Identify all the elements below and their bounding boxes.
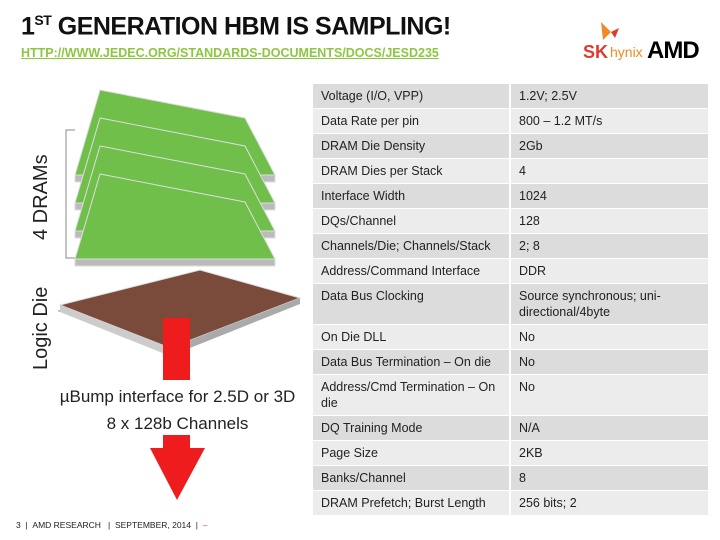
spec-value: 256 bits; 2 <box>510 490 708 516</box>
table-row: Address/Command Interface DDR <box>313 258 708 284</box>
logic-die-label: Logic Die <box>30 286 52 370</box>
hynix-butterfly-icon <box>601 22 619 40</box>
table-row: DQs/Channel 128 <box>313 208 708 234</box>
table-row: Address/Cmd Termination – On die No <box>313 374 708 416</box>
spec-name: Data Bus Clocking <box>313 283 511 325</box>
caption-channels: 8 x 128b Channels <box>106 414 249 433</box>
dram-die <box>74 173 276 267</box>
spec-value: 2KB <box>510 440 708 466</box>
spec-name: Data Bus Termination – On die <box>313 349 511 375</box>
table-row: Channels/Die; Channels/Stack 2; 8 <box>313 233 708 259</box>
sep: | <box>25 520 28 530</box>
spec-value: DDR <box>510 258 708 284</box>
dram-label: 4 DRAMs <box>30 154 52 240</box>
table-row: Interface Width 1024 <box>313 183 708 209</box>
dram-bracket <box>58 129 75 312</box>
sep: | <box>195 520 198 530</box>
table-row: Data Rate per pin 800 – 1.2 MT/s <box>313 108 708 134</box>
logic-die <box>58 269 302 356</box>
footer-date: SEPTEMBER, 2014 <box>114 520 192 530</box>
table-row: Data Bus Clocking Source synchronous; uni… <box>313 283 708 325</box>
spec-value: N/A <box>510 415 708 441</box>
spec-name: Voltage (I/O, VPP) <box>313 84 511 109</box>
spec-name: Interface Width <box>313 183 511 209</box>
spec-value: 2; 8 <box>510 233 708 259</box>
logo-amd: AMD <box>647 37 700 64</box>
spec-value: 1.2V; 2.5V <box>510 84 708 109</box>
interface-arrow-head <box>150 448 205 500</box>
spec-name: On Die DLL <box>313 324 511 350</box>
table-row: Data Bus Termination – On die No <box>313 349 708 375</box>
logo-hynix: hynix <box>610 44 643 60</box>
table-row: Page Size 2KB <box>313 440 708 466</box>
spec-name: Banks/Channel <box>313 465 511 491</box>
spec-name: DRAM Dies per Stack <box>313 158 511 184</box>
spec-value: 4 <box>510 158 708 184</box>
interface-arrow-shaft <box>163 318 190 380</box>
table-row: On Die DLL No <box>313 324 708 350</box>
spec-value: 1024 <box>510 183 708 209</box>
spec-name: DQ Training Mode <box>313 415 511 441</box>
page-number: 3 <box>16 520 21 530</box>
logo-sk: SK <box>583 42 609 62</box>
hbm-stack-diagram <box>58 89 302 500</box>
spec-value: 8 <box>510 465 708 491</box>
spec-value: 2Gb <box>510 133 708 159</box>
table-row: DQ Training Mode N/A <box>313 415 708 441</box>
spec-value: No <box>510 374 708 416</box>
spec-name: Page Size <box>313 440 511 466</box>
table-row: Voltage (I/O, VPP) 1.2V; 2.5V <box>313 84 708 109</box>
sep: | <box>108 520 111 530</box>
hbm-spec-table: Voltage (I/O, VPP) 1.2V; 2.5V Data Rate pe… <box>313 84 708 516</box>
jedec-link[interactable]: HTTP://WWW.JEDEC.ORG/STANDARDS-DOCUMENTS… <box>21 46 439 60</box>
spec-name: Address/Command Interface <box>313 258 511 284</box>
spec-value: 128 <box>510 208 708 234</box>
spec-name: Data Rate per pin <box>313 108 511 134</box>
footer-dash: – <box>202 520 208 530</box>
spec-name: DQs/Channel <box>313 208 511 234</box>
caption-bump-interface: µBump interface for 2.5D or 3D <box>59 387 296 406</box>
table-row: Banks/Channel 8 <box>313 465 708 491</box>
spec-name: Address/Cmd Termination – On die <box>313 374 511 416</box>
page-title: 1ST GENERATION HBM IS SAMPLING! <box>21 12 451 41</box>
spec-value: 800 – 1.2 MT/s <box>510 108 708 134</box>
spec-name: DRAM Prefetch; Burst Length <box>313 490 511 516</box>
spec-value: No <box>510 349 708 375</box>
table-row: DRAM Die Density 2Gb <box>313 133 708 159</box>
spec-value: No <box>510 324 708 350</box>
sk-hynix-amd-logo: SK hynix AMD <box>583 20 703 70</box>
spec-name: DRAM Die Density <box>313 133 511 159</box>
table-row: DRAM Dies per Stack 4 <box>313 158 708 184</box>
footer: 3 | AMD RESEARCH | SEPTEMBER, 2014 | – <box>16 520 207 530</box>
spec-value: Source synchronous; uni-directional/4byt… <box>510 283 708 325</box>
footer-org: AMD RESEARCH <box>32 520 101 530</box>
table-row: DRAM Prefetch; Burst Length 256 bits; 2 <box>313 490 708 516</box>
spec-name: Channels/Die; Channels/Stack <box>313 233 511 259</box>
